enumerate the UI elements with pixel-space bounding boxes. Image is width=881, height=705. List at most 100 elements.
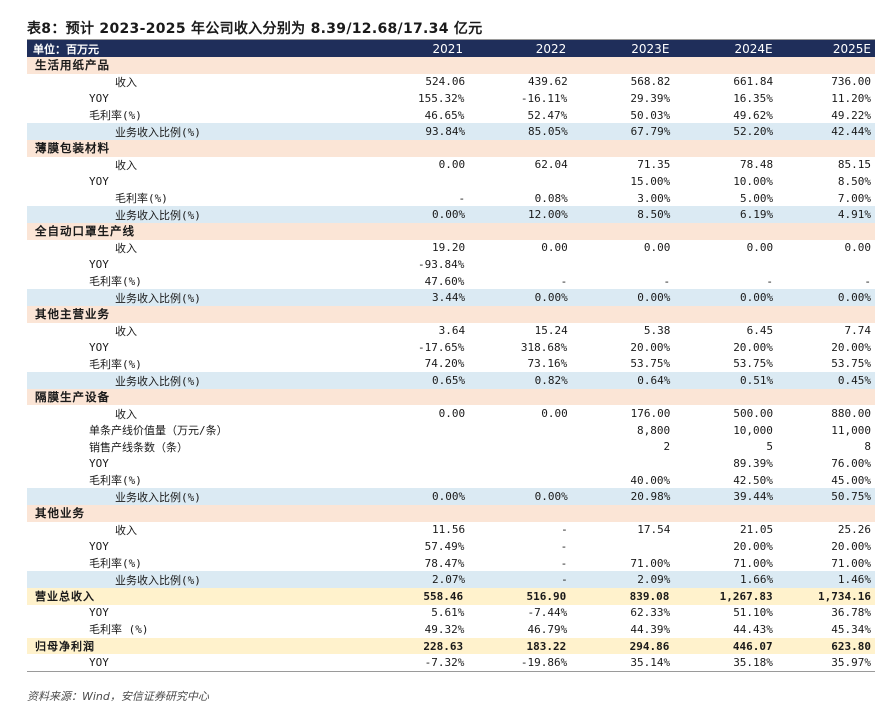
value-cell: 10,000: [733, 423, 773, 437]
value-cell: 35.18%: [733, 656, 773, 670]
value-cell: 46.65%: [424, 108, 465, 122]
value-cell: 51.10%: [733, 606, 773, 620]
value-cell: 71.35: [637, 158, 671, 172]
row-label: 生活用纸产品: [35, 58, 110, 73]
row-label: 业务收入比例(%): [115, 291, 201, 305]
value-cell: 16.35%: [733, 91, 773, 105]
value-cell: 0.00: [844, 241, 872, 255]
value-cell: 47.60%: [424, 274, 465, 288]
section-row: 生活用纸产品: [27, 57, 875, 74]
table-row: 业务收入比例(%) 2.07% - 2.09% 1.66% 1.46%: [27, 571, 875, 588]
value-cell: 19.20: [431, 241, 466, 255]
year-header: 2024E: [734, 41, 773, 56]
value-cell: 0.00: [541, 241, 568, 255]
table-row: 业务收入比例(%) 0.00% 0.00% 20.98% 39.44% 50.75%: [27, 488, 875, 506]
table-row: 业务收入比例(%) 3.44% 0.00% 0.00% 0.00% 0.00%: [27, 289, 875, 306]
year-header: 2021: [432, 41, 464, 56]
value-cell: 0.65%: [431, 374, 466, 388]
row-label: 归母净利润: [35, 640, 95, 654]
value-cell: 0.00: [541, 407, 568, 421]
table-row: 毛利率(%) 78.47% - 71.00% 71.00% 71.00%: [27, 555, 875, 572]
table-row: YOY 57.49% - 20.00% 20.00%: [27, 538, 875, 555]
row-label: 毛利率(%): [89, 275, 142, 289]
source-note: 资料来源：Wind，安信证券研究中心: [27, 690, 209, 703]
value-cell: 6.19%: [739, 208, 774, 222]
value-cell: -16.11%: [520, 91, 568, 105]
value-cell: 42.44%: [831, 125, 872, 139]
value-cell: 439.62: [528, 75, 568, 89]
value-cell: 7.00%: [837, 191, 872, 205]
value-cell: -7.44%: [527, 606, 568, 620]
value-cell: 524.06: [425, 75, 466, 89]
row-label: 营业总收入: [35, 590, 95, 604]
row-label: 收入: [115, 523, 137, 537]
row-label: 收入: [115, 407, 137, 421]
year-header: 2022: [535, 41, 567, 56]
value-cell: 50.03%: [630, 108, 671, 122]
row-label: 毛利率(%): [89, 474, 142, 488]
value-cell: 8.50%: [637, 208, 671, 222]
value-cell: 35.14%: [630, 656, 671, 670]
value-cell: 85.15: [837, 158, 872, 172]
value-cell: 1,267.83: [719, 589, 773, 603]
value-cell: 446.07: [732, 639, 773, 653]
table-row: YOY 89.39% 76.00%: [27, 455, 875, 472]
value-cell: 76.00%: [831, 457, 872, 471]
value-cell: 228.63: [423, 639, 464, 653]
row-label: 毛利率(%): [89, 357, 142, 371]
table-row: 毛利率(%) - 0.08% 3.00% 5.00% 7.00%: [27, 190, 875, 207]
value-cell: 0.00: [643, 241, 671, 255]
value-cell: 25.26: [837, 523, 872, 537]
value-cell: 516.90: [526, 589, 567, 603]
value-cell: 2.09%: [637, 573, 671, 587]
value-cell: 5.38: [643, 324, 671, 338]
value-cell: 78.47%: [424, 556, 465, 570]
table-row: 毛利率(%) 46.65% 52.47% 50.03% 49.62% 49.22%: [27, 107, 875, 124]
value-cell: 73.16%: [527, 357, 568, 371]
value-cell: 20.98%: [630, 490, 671, 504]
value-cell: 623.80: [831, 639, 871, 653]
section-row: 其他业务: [27, 505, 875, 522]
value-cell: 93.84%: [425, 125, 466, 139]
row-label: 毛利率 (%): [89, 623, 149, 637]
table-row: YOY 155.32% -16.11% 29.39% 16.35% 11.20%: [27, 90, 875, 107]
value-cell: 1,734.16: [817, 589, 871, 603]
row-label: YOY: [89, 457, 109, 471]
value-cell: 2: [663, 440, 671, 454]
table-row: 收入 3.64 15.24 5.38 6.45 7.74: [27, 323, 875, 340]
value-cell: 45.34%: [831, 622, 872, 636]
row-label: 毛利率(%): [89, 557, 142, 571]
row-label: 收入: [115, 75, 137, 89]
table-row: YOY 5.61% -7.44% 62.33% 51.10% 36.78%: [27, 605, 875, 622]
value-cell: 44.43%: [733, 622, 773, 636]
value-cell: 0.45%: [837, 374, 872, 388]
forecast-table: 单位：百万元 2021 2022 2023E 2024E 2025E 生活用纸产…: [27, 39, 875, 672]
row-label: 毛利率(%): [89, 109, 142, 123]
table-row: 单条产线价值量（万元/条） 8,800 10,000 11,000: [27, 422, 875, 439]
value-cell: 736.00: [831, 75, 872, 89]
row-label: YOY: [89, 656, 109, 670]
value-cell: -7.32%: [424, 656, 465, 670]
row-label: 收入: [115, 324, 137, 338]
value-cell: 78.48: [739, 158, 774, 172]
value-cell: 8: [864, 440, 872, 454]
value-cell: 6.45: [746, 324, 774, 338]
value-cell: 57.49%: [424, 540, 465, 554]
table-row: 毛利率(%) 74.20% 73.16% 53.75% 53.75% 53.75%: [27, 356, 875, 373]
value-cell: 11,000: [831, 423, 872, 437]
value-cell: 71.00%: [630, 556, 671, 570]
value-cell: 5.61%: [431, 606, 465, 620]
value-cell: 46.79%: [527, 622, 568, 636]
row-label: 销售产线条数（条）: [89, 440, 188, 454]
value-cell: 0.51%: [739, 374, 774, 388]
value-cell: -17.65%: [418, 340, 465, 354]
row-label: 业务收入比例(%): [115, 208, 201, 222]
value-cell: 85.05%: [528, 125, 568, 139]
value-cell: 42.50%: [733, 473, 773, 487]
value-cell: 0.00: [438, 158, 466, 172]
value-cell: 568.82: [630, 75, 671, 89]
value-cell: 176.00: [630, 407, 671, 421]
value-cell: 53.75%: [733, 357, 773, 371]
row-label: YOY: [89, 174, 109, 188]
value-cell: 3.64: [438, 324, 466, 338]
